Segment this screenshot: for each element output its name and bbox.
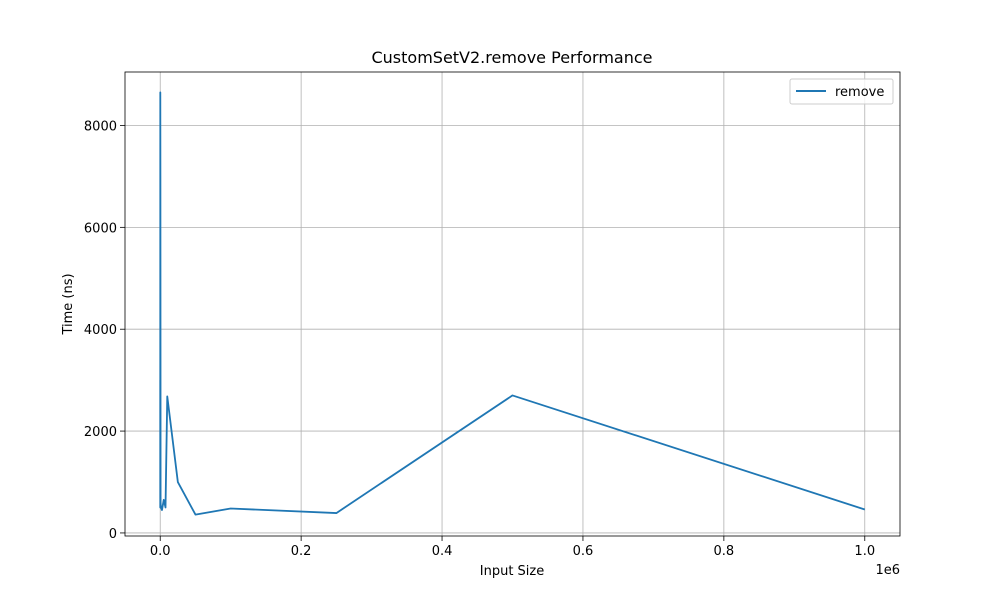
x-axis-label: Input Size — [480, 564, 544, 579]
x-tick-label: 0.0 — [150, 544, 171, 559]
grid-lines — [125, 72, 900, 536]
y-tick-label: 2000 — [84, 425, 117, 440]
series-line-remove — [159, 91, 866, 516]
x-tick-label: 0.4 — [432, 544, 453, 559]
x-axis-offset-label: 1e6 — [875, 563, 900, 578]
legend-label-remove: remove — [835, 85, 884, 100]
legend: remove — [789, 78, 894, 105]
plot-area — [125, 72, 900, 536]
legend-box — [789, 78, 894, 105]
y-tick-label: 4000 — [84, 323, 117, 338]
x-tick-label: 0.2 — [291, 544, 312, 559]
series-lines — [159, 91, 866, 516]
y-tick-label: 6000 — [84, 221, 117, 236]
y-axis-label: Time (ns) — [61, 273, 76, 335]
x-tick-label: 0.8 — [714, 544, 735, 559]
y-tick-label: 8000 — [84, 119, 117, 134]
axis-ticks: 0.0 0.2 0.4 0.6 0.8 1.0 0 2000 4000 6000 8000 — [84, 119, 875, 559]
y-tick-label: 0 — [109, 527, 117, 542]
plot-frame — [124, 71, 901, 537]
chart-title: CustomSetV2.remove Performance — [371, 48, 652, 67]
x-tick-label: 1.0 — [854, 544, 875, 559]
x-tick-label: 0.6 — [573, 544, 594, 559]
